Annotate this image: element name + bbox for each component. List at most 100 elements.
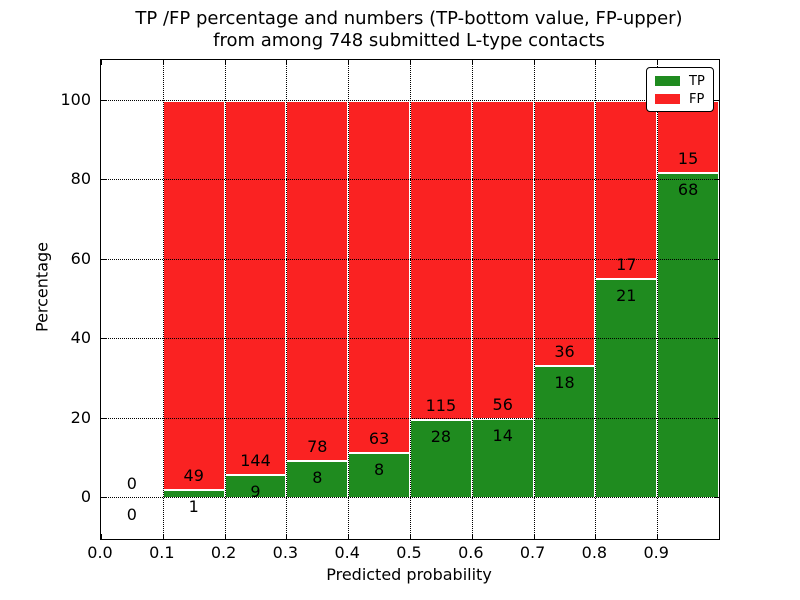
x-tick-label-0.0: 0.0 xyxy=(87,543,113,562)
x-tick-top-0.7 xyxy=(533,60,535,65)
bar-fp-bin-0.6 xyxy=(471,101,534,419)
x-tick-top-0.3 xyxy=(286,60,288,65)
x-tick-top-0.5 xyxy=(410,60,411,65)
tp-count-label-bin-0.6: 14 xyxy=(492,425,513,445)
x-tick-bottom-0.1 xyxy=(162,534,164,539)
legend-entry-tp: TP xyxy=(655,73,705,89)
y-tick-left-0 xyxy=(101,497,106,498)
bar-tp-bin-0.9 xyxy=(657,172,719,498)
fp-count-label-bin-0.5: 115 xyxy=(425,396,457,416)
x-tick-top-0.2 xyxy=(224,60,226,65)
y-tick-left-80 xyxy=(101,179,106,181)
gridline-x-0.1 xyxy=(162,60,164,539)
y-tick-right-80 xyxy=(714,179,719,181)
bar-fp-bin-0.2 xyxy=(224,101,287,475)
gridline-y-20 xyxy=(101,417,719,419)
fp-count-label-bin-0.9: 15 xyxy=(677,148,699,168)
gridline-y-0 xyxy=(101,497,719,498)
x-tick-bottom-0.5 xyxy=(410,534,411,539)
plot-area: TP FP 0 0 49 1 144 9 78 8 63 8 115 28 56 14 36 18 17 21 15… xyxy=(100,59,720,540)
fp-count-label-bin-0.8: 17 xyxy=(616,254,637,274)
y-tick-label-40: 40 xyxy=(70,328,91,348)
y-tick-left-40 xyxy=(101,338,106,340)
tp-count-label-bin-0.8: 21 xyxy=(616,285,637,305)
x-tick-bottom-0.4 xyxy=(348,534,350,539)
tp-count-label-bin-0.4: 8 xyxy=(374,460,385,480)
y-tick-right-60 xyxy=(714,258,719,260)
y-tick-right-0 xyxy=(714,497,719,498)
gridline-x-0.5 xyxy=(410,60,411,539)
fp-count-label-bin-0.7: 36 xyxy=(554,341,575,361)
tp-count-label-bin-0.1: 1 xyxy=(188,497,199,517)
tp-count-label-bin-0.3: 8 xyxy=(312,468,323,488)
bar-tp-bin-0.8 xyxy=(595,278,658,498)
x-tick-bottom-0.9 xyxy=(657,534,659,539)
y-tick-right-20 xyxy=(714,417,719,419)
x-tick-top-0.8 xyxy=(595,60,597,65)
fp-count-label-bin-0.3: 78 xyxy=(307,437,328,457)
y-tick-left-20 xyxy=(101,417,106,419)
legend-swatch-fp xyxy=(655,94,680,104)
gridline-y-40 xyxy=(101,338,719,340)
gridline-x-0.6 xyxy=(471,60,473,539)
tp-count-label-bin-0.2: 9 xyxy=(250,481,261,501)
y-tick-left-100 xyxy=(101,100,106,101)
x-tick-label-0.5: 0.5 xyxy=(396,543,422,562)
legend: TP FP xyxy=(646,67,714,112)
chart-title-line-1: TP /FP percentage and numbers (TP-bottom… xyxy=(135,8,683,29)
x-tick-bottom-0.6 xyxy=(471,534,473,539)
x-tick-top-0.4 xyxy=(348,60,350,65)
legend-label-tp: TP xyxy=(689,73,705,89)
x-tick-label-0.9: 0.9 xyxy=(643,543,669,562)
y-tick-label-100: 100 xyxy=(60,90,91,109)
tp-count-label-bin-0.5: 28 xyxy=(430,427,452,447)
gridline-x-0.8 xyxy=(595,60,597,539)
bar-fp-bin-0.8 xyxy=(595,101,658,279)
x-tick-label-0.7: 0.7 xyxy=(519,543,546,562)
gridline-y-80 xyxy=(101,179,719,181)
fp-count-label-bin-0.2: 144 xyxy=(240,450,271,470)
chart-title-line-2: from among 748 submitted L-type contacts xyxy=(213,30,605,51)
bar-fp-bin-0.3 xyxy=(286,101,349,462)
bar-fp-bin-0.7 xyxy=(533,101,596,366)
x-tick-bottom-0.2 xyxy=(224,534,226,539)
x-tick-bottom-0.3 xyxy=(286,534,288,539)
y-tick-label-0: 0 xyxy=(80,487,91,506)
gridline-x-0.3 xyxy=(286,60,288,539)
gridline-y-60 xyxy=(101,258,719,260)
x-tick-label-0.2: 0.2 xyxy=(210,543,237,562)
gridline-x-0.4 xyxy=(348,60,350,539)
bar-fp-bin-0.5 xyxy=(410,101,472,421)
legend-entry-fp: FP xyxy=(655,91,705,107)
x-tick-label-0.8: 0.8 xyxy=(581,543,608,562)
x-tick-top-0.1 xyxy=(162,60,164,65)
legend-swatch-tp xyxy=(655,76,680,86)
x-tick-label-0.6: 0.6 xyxy=(458,543,484,562)
fp-count-label-bin-0.1: 49 xyxy=(183,466,204,486)
gridline-y-100 xyxy=(101,100,719,101)
tp-count-label-bin-0.0: 0 xyxy=(126,505,137,524)
bar-fp-bin-0.1 xyxy=(162,101,225,491)
y-tick-label-60: 60 xyxy=(70,248,91,268)
tp-count-label-bin-0.9: 68 xyxy=(677,179,699,199)
legend-label-fp: FP xyxy=(689,91,705,107)
y-tick-left-60 xyxy=(101,258,106,260)
x-tick-top-0.6 xyxy=(471,60,473,65)
x-tick-top-0.9 xyxy=(657,60,659,65)
chart-title: TP /FP percentage and numbers (TP-bottom… xyxy=(100,8,718,52)
fp-count-label-bin-0.6: 56 xyxy=(492,394,513,414)
gridline-x-0.9 xyxy=(657,60,659,539)
y-tick-right-40 xyxy=(714,338,719,340)
y-tick-label-20: 20 xyxy=(70,407,91,427)
x-tick-label-0.1: 0.1 xyxy=(149,543,175,562)
bar-fp-bin-0.4 xyxy=(348,101,410,454)
y-tick-right-100 xyxy=(714,100,719,101)
x-tick-top-0.0 xyxy=(101,60,102,65)
y-tick-label-80: 80 xyxy=(70,169,91,189)
fp-count-label-bin-0.0: 0 xyxy=(126,474,137,493)
x-tick-bottom-0.7 xyxy=(533,534,535,539)
x-tick-label-0.4: 0.4 xyxy=(334,543,360,562)
tp-count-label-bin-0.7: 18 xyxy=(554,372,575,392)
x-tick-bottom-0.8 xyxy=(595,534,597,539)
fp-count-label-bin-0.4: 63 xyxy=(368,429,390,449)
